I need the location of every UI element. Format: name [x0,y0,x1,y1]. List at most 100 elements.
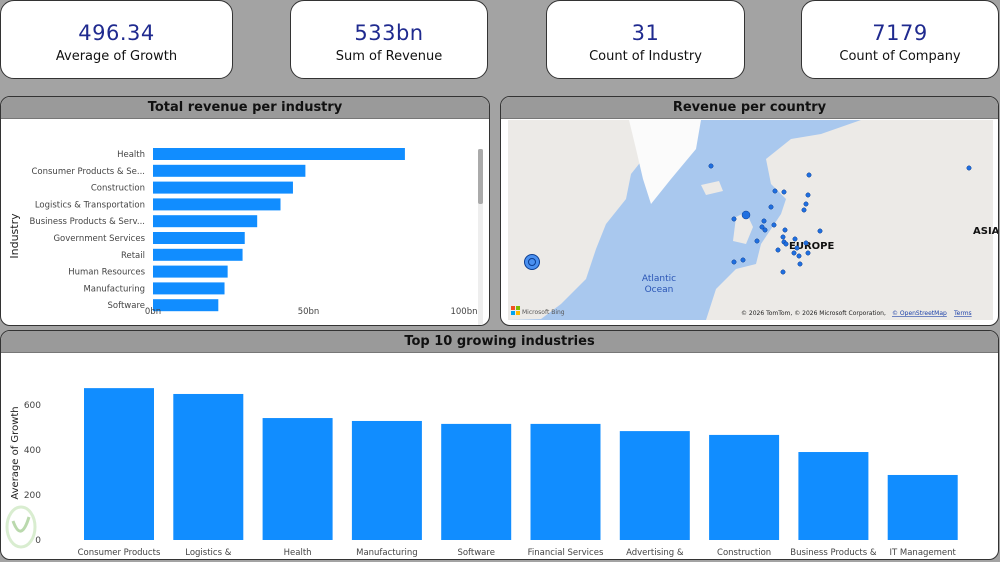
category-label: Human Resources [68,268,145,278]
country-bubble[interactable] [806,172,812,178]
bar[interactable] [153,148,405,160]
scrollbar-thumb[interactable] [478,149,483,204]
iceland-land [701,181,723,195]
y-tick-label: 400 [24,446,41,456]
country-bubble[interactable] [731,259,737,265]
kpi-card-average-growth[interactable]: 496.34 Average of Growth [0,0,233,79]
revenue-map[interactable]: EUROPE ASIA Atlantic Ocean Microsoft Bin… [501,119,999,326]
country-bubble[interactable] [771,222,777,228]
kpi-card-count-industry[interactable]: 31 Count of Industry [546,0,745,79]
bar[interactable] [173,393,244,540]
bar[interactable] [441,423,512,540]
country-bubble[interactable] [772,188,778,194]
category-label: Consumer Products& Services [78,548,161,560]
openstreetmap-link[interactable]: © OpenStreetMap [892,310,947,317]
bing-logo-icon [511,306,520,315]
country-bubble[interactable] [783,241,789,247]
north-america-land [508,120,661,320]
country-bubble[interactable] [782,227,788,233]
country-bubble[interactable] [780,234,786,240]
bar[interactable] [153,265,228,278]
category-label: Business Products & Serv... [29,217,145,227]
category-label: Manufacturing [83,284,145,294]
category-label: Construction [91,184,145,194]
panel-title: Total revenue per industry [1,97,489,119]
panel-title: Revenue per country [501,97,998,119]
bar[interactable] [709,434,780,540]
country-bubble[interactable] [762,227,768,233]
kpi-card-count-company[interactable]: 7179 Count of Company [801,0,999,79]
category-label: Government Services [53,234,145,244]
category-label: Retail [121,251,145,261]
kpi-label: Sum of Revenue [335,49,443,64]
y-tick-label: 600 [24,401,41,411]
country-bubble[interactable] [803,240,809,246]
bar[interactable] [84,388,154,540]
bar[interactable] [798,452,869,540]
y-tick-label: 200 [24,491,41,501]
country-bubble[interactable] [754,238,760,244]
country-bubble[interactable] [775,247,781,253]
bar[interactable] [153,215,258,228]
country-bubble[interactable] [796,253,802,259]
bar[interactable] [153,198,281,211]
y-axis-title: Industry [8,213,21,259]
category-label: Construction [717,548,771,558]
country-bubble[interactable] [731,216,737,222]
asia-label: ASIA [973,226,999,237]
country-bubble[interactable] [792,236,798,242]
country-bubble[interactable] [740,257,746,263]
ocean-label: Atlantic [642,274,676,284]
country-bubble[interactable] [759,224,765,230]
bar[interactable] [887,474,958,540]
revenue-per-country-panel: Revenue per country EUROPE ASIA Atlantic… [500,96,999,326]
panel-title: Top 10 growing industries [1,331,998,353]
country-bubble[interactable] [768,204,774,210]
x-tick-label: 100bn [450,307,477,317]
category-label: Software [108,301,145,311]
country-bubble[interactable] [817,228,823,234]
country-bubble[interactable] [805,192,811,198]
bar[interactable] [153,248,243,261]
bar[interactable] [262,418,333,540]
bar[interactable] [351,420,422,540]
bar[interactable] [153,299,219,312]
kpi-value: 7179 [872,21,928,45]
bar[interactable] [153,282,225,295]
country-bubble[interactable] [761,218,767,224]
country-bubble[interactable] [708,163,714,169]
country-bubble[interactable] [805,250,811,256]
scrollbar[interactable] [478,149,483,326]
category-label: Software [457,548,494,558]
bar[interactable] [153,181,293,194]
watermark-logo-icon [5,505,37,549]
bar[interactable] [619,431,690,540]
country-bubble[interactable] [780,269,786,275]
uk-land [733,212,753,244]
country-bubble-usa[interactable] [524,254,540,270]
revenue-bubbles[interactable] [524,163,972,275]
terms-link[interactable]: Terms [953,310,972,317]
y-axis-title: Average of Growth [10,406,21,499]
country-bubble[interactable] [791,250,797,256]
country-bubble[interactable] [797,261,803,267]
category-label: Logistics &Transportation [177,548,239,560]
country-bubble[interactable] [781,189,787,195]
country-bubble[interactable] [794,245,800,251]
category-label: Manufacturing [356,548,418,558]
bar[interactable] [530,423,601,540]
country-bubble[interactable] [801,207,807,213]
category-label: Advertising &Marketing [626,548,684,560]
top-growing-industries-panel: Top 10 growing industries Average of Gro… [0,330,999,560]
country-bubble[interactable] [741,210,751,220]
kpi-label: Average of Growth [55,49,178,64]
category-label: Health [117,150,145,160]
bar[interactable] [153,232,245,244]
bar[interactable] [153,164,306,177]
category-label: Business Products &Services [790,548,877,560]
map-attribution: © 2026 TomTom, © 2026 Microsoft Corporat… [741,310,886,317]
country-bubble[interactable] [966,165,972,171]
kpi-card-sum-revenue[interactable]: 533bn Sum of Revenue [290,0,488,79]
kpi-label: Count of Industry [589,49,702,64]
country-bubble[interactable] [803,201,809,207]
